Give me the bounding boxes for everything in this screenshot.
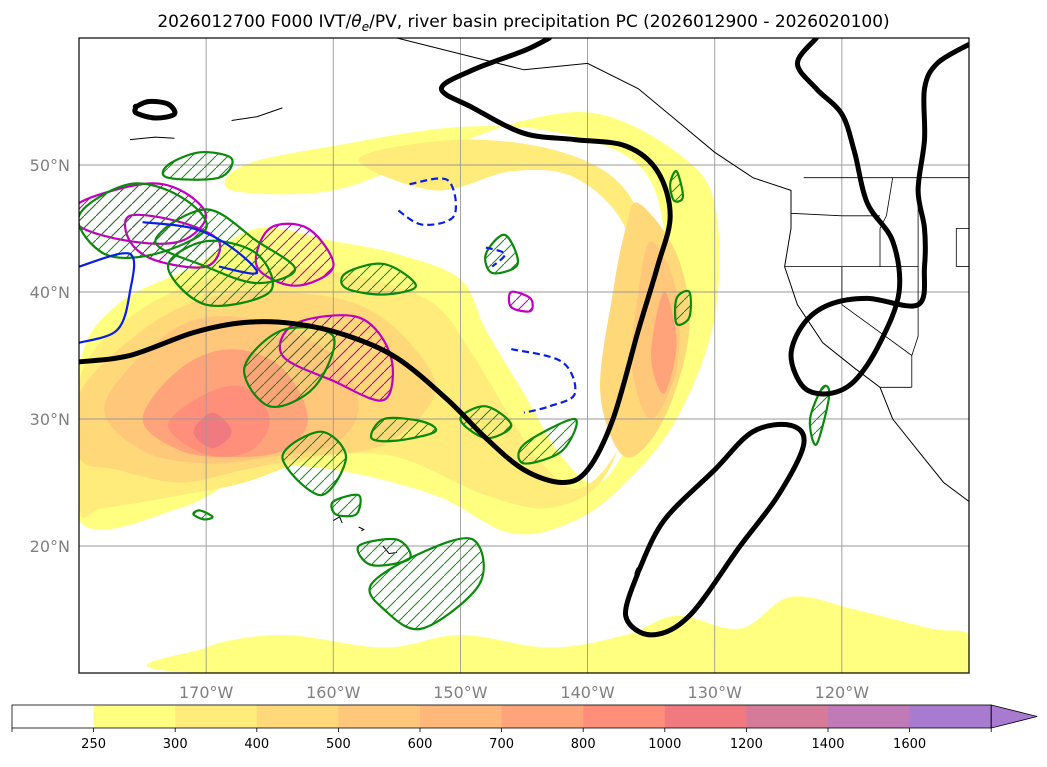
colorbar-bin: [664, 705, 747, 728]
precip-green-contour: [484, 233, 519, 275]
lat-tick-label: 20°N: [30, 537, 70, 556]
lon-tick-label: 170°W: [179, 683, 234, 702]
colorbar-bin: [828, 705, 911, 728]
colorbar-bin: [256, 705, 339, 728]
precip-green-contour: [368, 537, 485, 631]
colorbar-label: 400: [244, 737, 269, 752]
colorbar-label: 1400: [811, 737, 844, 752]
precip-green-contour: [330, 493, 362, 518]
theta-e-coast-contour: [788, 38, 969, 397]
colorbar-label: 1600: [893, 737, 926, 752]
lat-tick-label: 30°N: [30, 410, 70, 429]
lat-tick-label: 40°N: [30, 283, 70, 302]
precip-green-contour: [517, 417, 578, 465]
precip-green-contour: [459, 405, 513, 440]
precip-green-contour: [166, 239, 274, 307]
title-theta-subscript: e: [362, 20, 369, 34]
blue-solid-contour: [142, 221, 259, 275]
island-coast: [231, 107, 283, 121]
precip-green-contour: [243, 326, 336, 408]
axis-labels: 170°W 160°W 150°W 140°W 130°W 120°W 20°N 30°N 40…: [30, 156, 870, 702]
precip-green-contour: [356, 537, 412, 567]
pv-magenta-contour: [507, 290, 534, 313]
colorbar-bin: [746, 705, 829, 728]
blue-dashed-contour: [511, 348, 577, 414]
title-suffix: /PV, river basin precipitation PC (20260…: [369, 12, 890, 32]
state-border: [841, 266, 913, 388]
theta-e-small-contour: [132, 98, 178, 121]
lon-tick-label: 160°W: [306, 683, 361, 702]
precip-green-contour: [281, 430, 348, 497]
colorbar-label: 300: [163, 737, 188, 752]
precip-green-contour: [673, 289, 692, 326]
colorbar-label: 500: [326, 737, 351, 752]
coastline: [396, 38, 969, 502]
colorbar-label: 1200: [730, 737, 763, 752]
title-theta: θ: [351, 12, 362, 32]
precip-green-contour: [340, 262, 418, 296]
island-coast: [333, 516, 343, 524]
blue-dashed-contour: [396, 177, 458, 227]
theta-e-closed-contour: [623, 421, 807, 638]
colorbar-bin: [909, 705, 992, 728]
colorbar-label: 600: [408, 737, 433, 752]
lon-tick-label: 150°W: [433, 683, 488, 702]
colorbar-bin: [93, 705, 176, 728]
island-coast: [358, 526, 365, 532]
map-frame: [78, 37, 970, 674]
title-prefix: 2026012700 F000 IVT/: [157, 12, 351, 32]
colorbar-bin: [501, 705, 584, 728]
precip-green-contour: [161, 150, 234, 181]
ivt-colorbar: 250 300 400 500 600 700 800 1000 1200 1400 1600: [11, 704, 1038, 752]
ivt-region-250: [146, 596, 969, 673]
state-border: [911, 266, 919, 356]
ivt-region-1000: [193, 412, 232, 449]
theta-e-trough-contour: [79, 38, 673, 485]
ivt-region-700: [651, 291, 677, 394]
island-coast: [129, 136, 175, 141]
colorbar-extend-arrow: [990, 704, 1038, 729]
map-layers: [79, 38, 969, 673]
lon-tick-label: 140°W: [560, 683, 615, 702]
state-border: [790, 212, 880, 217]
lat-tick-label: 50°N: [30, 156, 70, 175]
blue-solid-contour: [79, 252, 136, 344]
colorbar-bin: [12, 705, 95, 728]
chart-title: 2026012700 F000 IVT/θe/PV, river basin p…: [157, 12, 889, 34]
lon-tick-label: 130°W: [688, 683, 743, 702]
colorbar-label: 1000: [648, 737, 681, 752]
state-border: [784, 177, 894, 268]
precip-green-contour: [369, 416, 438, 443]
colorbar-bin: [175, 705, 258, 728]
colorbar-label: 800: [571, 737, 596, 752]
colorbar-bin: [420, 705, 503, 728]
precip-green-contour: [192, 509, 214, 521]
colorbar-bin: [583, 705, 666, 728]
colorbar-label: 250: [81, 737, 106, 752]
blue-dashed-contour: [485, 246, 506, 268]
state-border: [955, 228, 969, 267]
colorbar-label: 700: [489, 737, 514, 752]
lon-tick-label: 120°W: [815, 683, 870, 702]
colorbar-bin: [338, 705, 421, 728]
precip-green-contour: [669, 169, 685, 203]
